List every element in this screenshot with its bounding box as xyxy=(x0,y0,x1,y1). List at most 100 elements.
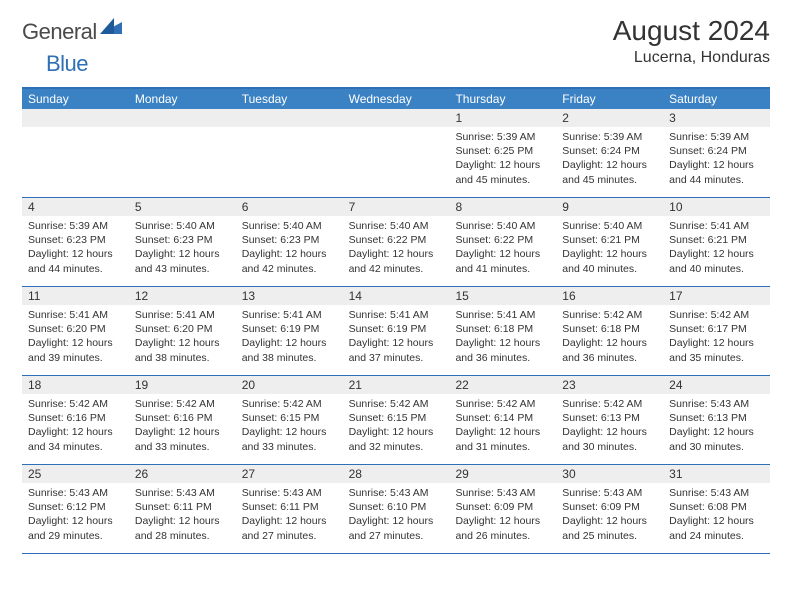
day-info: Sunrise: 5:39 AMSunset: 6:23 PMDaylight:… xyxy=(22,216,129,282)
day-info: Sunrise: 5:42 AMSunset: 6:14 PMDaylight:… xyxy=(449,394,556,460)
sunset-text: Sunset: 6:13 PM xyxy=(669,411,764,425)
sunrise-text: Sunrise: 5:42 AM xyxy=(455,397,550,411)
sunrise-text: Sunrise: 5:39 AM xyxy=(455,130,550,144)
daylight-text: Daylight: 12 hours and 24 minutes. xyxy=(669,514,764,542)
day-number xyxy=(129,109,236,127)
daylight-text: Daylight: 12 hours and 27 minutes. xyxy=(242,514,337,542)
sunset-text: Sunset: 6:11 PM xyxy=(135,500,230,514)
sunrise-text: Sunrise: 5:42 AM xyxy=(28,397,123,411)
sunrise-text: Sunrise: 5:43 AM xyxy=(669,486,764,500)
day-number: 28 xyxy=(343,465,450,483)
daylight-text: Daylight: 12 hours and 43 minutes. xyxy=(135,247,230,275)
day-number: 31 xyxy=(663,465,770,483)
day-number: 6 xyxy=(236,198,343,216)
day-cell xyxy=(129,109,236,197)
daylight-text: Daylight: 12 hours and 29 minutes. xyxy=(28,514,123,542)
day-cell: 27Sunrise: 5:43 AMSunset: 6:11 PMDayligh… xyxy=(236,465,343,553)
daylight-text: Daylight: 12 hours and 44 minutes. xyxy=(669,158,764,186)
sunset-text: Sunset: 6:24 PM xyxy=(562,144,657,158)
sunset-text: Sunset: 6:20 PM xyxy=(135,322,230,336)
location: Lucerna, Honduras xyxy=(613,49,770,67)
day-info: Sunrise: 5:42 AMSunset: 6:13 PMDaylight:… xyxy=(556,394,663,460)
day-cell: 28Sunrise: 5:43 AMSunset: 6:10 PMDayligh… xyxy=(343,465,450,553)
day-info: Sunrise: 5:40 AMSunset: 6:23 PMDaylight:… xyxy=(129,216,236,282)
sunrise-text: Sunrise: 5:40 AM xyxy=(562,219,657,233)
sunset-text: Sunset: 6:20 PM xyxy=(28,322,123,336)
day-number: 25 xyxy=(22,465,129,483)
daylight-text: Daylight: 12 hours and 45 minutes. xyxy=(455,158,550,186)
sunset-text: Sunset: 6:12 PM xyxy=(28,500,123,514)
day-info: Sunrise: 5:42 AMSunset: 6:15 PMDaylight:… xyxy=(236,394,343,460)
day-info: Sunrise: 5:42 AMSunset: 6:16 PMDaylight:… xyxy=(129,394,236,460)
day-cell: 23Sunrise: 5:42 AMSunset: 6:13 PMDayligh… xyxy=(556,376,663,464)
day-number: 11 xyxy=(22,287,129,305)
logo-text-blue: Blue xyxy=(46,51,88,77)
sunset-text: Sunset: 6:23 PM xyxy=(242,233,337,247)
sunrise-text: Sunrise: 5:41 AM xyxy=(135,308,230,322)
daylight-text: Daylight: 12 hours and 38 minutes. xyxy=(242,336,337,364)
daylight-text: Daylight: 12 hours and 45 minutes. xyxy=(562,158,657,186)
sunset-text: Sunset: 6:11 PM xyxy=(242,500,337,514)
day-info: Sunrise: 5:39 AMSunset: 6:25 PMDaylight:… xyxy=(449,127,556,193)
sunset-text: Sunset: 6:14 PM xyxy=(455,411,550,425)
day-cell: 12Sunrise: 5:41 AMSunset: 6:20 PMDayligh… xyxy=(129,287,236,375)
sunset-text: Sunset: 6:19 PM xyxy=(242,322,337,336)
day-cell: 26Sunrise: 5:43 AMSunset: 6:11 PMDayligh… xyxy=(129,465,236,553)
sunset-text: Sunset: 6:17 PM xyxy=(669,322,764,336)
day-info: Sunrise: 5:42 AMSunset: 6:16 PMDaylight:… xyxy=(22,394,129,460)
weekday-thu: Thursday xyxy=(449,89,556,109)
sunrise-text: Sunrise: 5:41 AM xyxy=(669,219,764,233)
day-number xyxy=(236,109,343,127)
day-cell: 30Sunrise: 5:43 AMSunset: 6:09 PMDayligh… xyxy=(556,465,663,553)
daylight-text: Daylight: 12 hours and 39 minutes. xyxy=(28,336,123,364)
logo-mark-icon xyxy=(100,18,122,39)
sunrise-text: Sunrise: 5:42 AM xyxy=(135,397,230,411)
day-number: 23 xyxy=(556,376,663,394)
day-cell: 13Sunrise: 5:41 AMSunset: 6:19 PMDayligh… xyxy=(236,287,343,375)
sunrise-text: Sunrise: 5:43 AM xyxy=(669,397,764,411)
sunrise-text: Sunrise: 5:42 AM xyxy=(242,397,337,411)
day-info: Sunrise: 5:42 AMSunset: 6:15 PMDaylight:… xyxy=(343,394,450,460)
day-cell: 31Sunrise: 5:43 AMSunset: 6:08 PMDayligh… xyxy=(663,465,770,553)
day-cell: 1Sunrise: 5:39 AMSunset: 6:25 PMDaylight… xyxy=(449,109,556,197)
sunrise-text: Sunrise: 5:42 AM xyxy=(562,397,657,411)
day-info: Sunrise: 5:43 AMSunset: 6:11 PMDaylight:… xyxy=(129,483,236,549)
day-info: Sunrise: 5:43 AMSunset: 6:11 PMDaylight:… xyxy=(236,483,343,549)
day-cell: 9Sunrise: 5:40 AMSunset: 6:21 PMDaylight… xyxy=(556,198,663,286)
title-block: August 2024 Lucerna, Honduras xyxy=(613,15,770,67)
day-number: 1 xyxy=(449,109,556,127)
logo-text-general: General xyxy=(22,19,97,45)
week-row: 4Sunrise: 5:39 AMSunset: 6:23 PMDaylight… xyxy=(22,198,770,287)
logo: General xyxy=(22,19,122,45)
day-info: Sunrise: 5:43 AMSunset: 6:09 PMDaylight:… xyxy=(556,483,663,549)
day-info: Sunrise: 5:43 AMSunset: 6:09 PMDaylight:… xyxy=(449,483,556,549)
day-info: Sunrise: 5:41 AMSunset: 6:20 PMDaylight:… xyxy=(22,305,129,371)
sunset-text: Sunset: 6:10 PM xyxy=(349,500,444,514)
day-info: Sunrise: 5:43 AMSunset: 6:10 PMDaylight:… xyxy=(343,483,450,549)
sunset-text: Sunset: 6:21 PM xyxy=(669,233,764,247)
day-info: Sunrise: 5:41 AMSunset: 6:19 PMDaylight:… xyxy=(343,305,450,371)
day-info: Sunrise: 5:41 AMSunset: 6:21 PMDaylight:… xyxy=(663,216,770,282)
day-info: Sunrise: 5:43 AMSunset: 6:08 PMDaylight:… xyxy=(663,483,770,549)
sunset-text: Sunset: 6:08 PM xyxy=(669,500,764,514)
sunrise-text: Sunrise: 5:41 AM xyxy=(242,308,337,322)
weekday-row: Sunday Monday Tuesday Wednesday Thursday… xyxy=(22,89,770,109)
daylight-text: Daylight: 12 hours and 30 minutes. xyxy=(669,425,764,453)
day-number: 21 xyxy=(343,376,450,394)
day-info: Sunrise: 5:43 AMSunset: 6:12 PMDaylight:… xyxy=(22,483,129,549)
daylight-text: Daylight: 12 hours and 37 minutes. xyxy=(349,336,444,364)
daylight-text: Daylight: 12 hours and 35 minutes. xyxy=(669,336,764,364)
sunrise-text: Sunrise: 5:40 AM xyxy=(242,219,337,233)
day-number: 27 xyxy=(236,465,343,483)
day-cell: 7Sunrise: 5:40 AMSunset: 6:22 PMDaylight… xyxy=(343,198,450,286)
day-cell: 6Sunrise: 5:40 AMSunset: 6:23 PMDaylight… xyxy=(236,198,343,286)
day-cell: 10Sunrise: 5:41 AMSunset: 6:21 PMDayligh… xyxy=(663,198,770,286)
day-number: 4 xyxy=(22,198,129,216)
day-cell: 2Sunrise: 5:39 AMSunset: 6:24 PMDaylight… xyxy=(556,109,663,197)
weekday-sun: Sunday xyxy=(22,89,129,109)
weekday-mon: Monday xyxy=(129,89,236,109)
day-cell: 4Sunrise: 5:39 AMSunset: 6:23 PMDaylight… xyxy=(22,198,129,286)
daylight-text: Daylight: 12 hours and 40 minutes. xyxy=(669,247,764,275)
daylight-text: Daylight: 12 hours and 36 minutes. xyxy=(562,336,657,364)
sunrise-text: Sunrise: 5:43 AM xyxy=(28,486,123,500)
